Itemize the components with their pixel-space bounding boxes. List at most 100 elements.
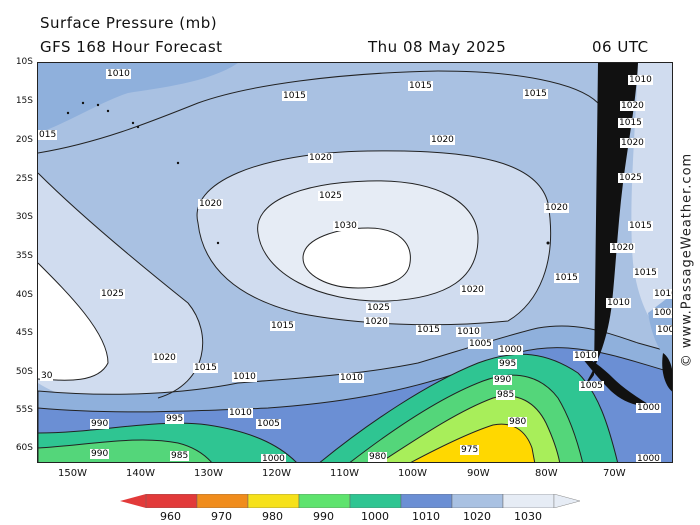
isobar-1015 xyxy=(38,70,599,154)
contour-label: 1010 xyxy=(456,327,481,337)
contour-label: 1020 xyxy=(460,285,485,295)
contour-label: 1005 xyxy=(468,339,493,349)
contour-label: 1010 xyxy=(653,289,672,299)
contour-label: 1020 xyxy=(544,203,569,213)
contour-label: 995 xyxy=(165,414,185,424)
contour-label: 1025 xyxy=(100,289,125,299)
scale-label: 1010 xyxy=(412,510,440,523)
scale-segment xyxy=(298,494,351,508)
band-995-west xyxy=(38,439,212,462)
contour-label: 980 xyxy=(368,452,388,462)
contour-label: 1000 xyxy=(636,454,661,463)
scale-segment xyxy=(502,494,555,508)
contour-label: 1015 xyxy=(416,325,441,335)
contour-label: 1020 xyxy=(620,138,645,148)
contour-label: 1000 xyxy=(636,403,661,413)
contour-label: 1020 xyxy=(308,153,333,163)
contour-label: 985 xyxy=(496,390,516,400)
lon-label: 100W xyxy=(398,468,427,479)
contour-label: 975 xyxy=(460,445,480,455)
scale-segment xyxy=(196,494,249,508)
scale-segment xyxy=(349,494,402,508)
contour-label: 1005 xyxy=(579,381,604,391)
contour-label: 1015 xyxy=(523,89,548,99)
contour-label: 1015 xyxy=(193,363,218,373)
contour-label: 1015 xyxy=(270,321,295,331)
contour-label: 1020 xyxy=(198,199,223,209)
contour-label: 1010 xyxy=(628,75,653,85)
lon-label: 110W xyxy=(330,468,359,479)
map-title: Surface Pressure (mb) xyxy=(40,14,218,32)
contour-label: 1005 xyxy=(653,308,672,318)
contour-label: 980 xyxy=(508,417,528,427)
contour-label: 1025 xyxy=(366,303,391,313)
contour-label: 1015 xyxy=(628,221,653,231)
scale-label: 1020 xyxy=(463,510,491,523)
lat-label: 40S xyxy=(15,290,33,300)
copyright-text: © www.PassageWeather.com xyxy=(679,152,695,368)
scale-segment xyxy=(247,494,300,508)
scale-label: 1000 xyxy=(361,510,389,523)
contour-label: 1015 xyxy=(282,91,307,101)
lon-label: 140W xyxy=(126,468,155,479)
pressure-map: 1010 1015 1015 1020 1015 1020 1025 1030 … xyxy=(37,62,673,463)
contour-label: 015 xyxy=(38,130,58,140)
contour-label: 1020 xyxy=(620,101,645,111)
contour-label: 990 xyxy=(90,419,110,429)
low-975 xyxy=(410,423,536,462)
lat-label: 45S xyxy=(15,328,33,338)
scale-arrow-high xyxy=(553,494,580,508)
scale-label: 980 xyxy=(262,510,283,523)
lat-label: 55S xyxy=(15,405,33,415)
contour-label: 1020 xyxy=(610,243,635,253)
lon-label: 90W xyxy=(467,468,490,479)
contour-label: 1010 xyxy=(228,408,253,418)
contour-label: 1010 xyxy=(573,351,598,361)
contour-label: 1020 xyxy=(364,317,389,327)
band-1010-north xyxy=(38,63,238,133)
high-1030 xyxy=(302,227,411,289)
lon-label: 150W xyxy=(58,468,87,479)
contour-label: 1010 xyxy=(606,298,631,308)
contour-label: 1025 xyxy=(318,191,343,201)
lon-label: 80W xyxy=(535,468,558,479)
pressure-field xyxy=(38,63,672,462)
valid-date: Thu 08 May 2025 xyxy=(368,38,507,56)
contour-label: 1005 xyxy=(256,419,281,429)
lat-label: 60S xyxy=(15,443,33,453)
land-falklands xyxy=(662,353,672,392)
contour-label: 1030 xyxy=(333,221,358,231)
scale-label: 970 xyxy=(211,510,232,523)
lat-label: 20S xyxy=(15,135,33,145)
scale-arrow-low xyxy=(120,494,146,508)
isobar-1025-west xyxy=(38,262,109,381)
contour-label: 1010 xyxy=(232,372,257,382)
lat-label: 30S xyxy=(15,212,33,222)
contour-label: 1000 xyxy=(656,325,672,335)
lat-label: 35S xyxy=(15,251,33,261)
copyright-notice: © www.PassageWeather.com xyxy=(676,150,698,370)
contour-label: 990 xyxy=(90,449,110,459)
contour-label: 985 xyxy=(170,451,190,461)
contour-label: 1020 xyxy=(430,135,455,145)
contour-label: 1000 xyxy=(498,345,523,355)
scale-segment xyxy=(400,494,453,508)
lat-label: 10S xyxy=(15,57,33,67)
lat-label: 50S xyxy=(15,367,33,377)
scale-label: 1030 xyxy=(514,510,542,523)
contour-label: 30 xyxy=(40,371,54,381)
band-1025-west xyxy=(38,263,108,381)
contour-label: 1010 xyxy=(339,373,364,383)
forecast-label: GFS 168 Hour Forecast xyxy=(40,38,223,56)
color-scale xyxy=(120,494,580,508)
lon-label: 130W xyxy=(194,468,223,479)
scale-segment xyxy=(145,494,198,508)
scale-label: 990 xyxy=(313,510,334,523)
lon-label: 120W xyxy=(262,468,291,479)
valid-time: 06 UTC xyxy=(592,38,649,56)
scale-label: 960 xyxy=(160,510,181,523)
contour-label: 1015 xyxy=(633,268,658,278)
lon-label: 70W xyxy=(603,468,626,479)
contour-label: 1000 xyxy=(261,454,286,463)
contour-label: 1015 xyxy=(618,118,643,128)
